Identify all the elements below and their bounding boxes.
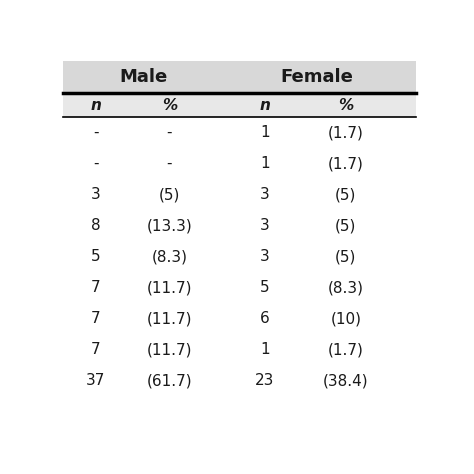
Text: 3: 3 xyxy=(260,218,270,233)
Text: (5): (5) xyxy=(335,187,356,202)
Text: -: - xyxy=(167,156,172,171)
Text: 1: 1 xyxy=(260,342,270,357)
Text: 1: 1 xyxy=(260,125,270,140)
Text: (1.7): (1.7) xyxy=(328,342,364,357)
Text: (13.3): (13.3) xyxy=(146,218,192,233)
Text: 5: 5 xyxy=(260,280,270,295)
Text: 3: 3 xyxy=(260,187,270,202)
Text: -: - xyxy=(93,156,99,171)
Text: 5: 5 xyxy=(91,249,101,264)
Text: 23: 23 xyxy=(255,374,274,388)
Text: Male: Male xyxy=(119,68,168,86)
Bar xyxy=(63,61,416,93)
Text: 37: 37 xyxy=(86,374,106,388)
Text: 3: 3 xyxy=(260,249,270,264)
Text: (8.3): (8.3) xyxy=(152,249,187,264)
Text: (5): (5) xyxy=(335,218,356,233)
Text: (61.7): (61.7) xyxy=(146,374,192,388)
Text: 6: 6 xyxy=(260,311,270,326)
Text: 3: 3 xyxy=(91,187,101,202)
Text: n: n xyxy=(91,98,101,113)
Text: (1.7): (1.7) xyxy=(328,125,364,140)
Text: -: - xyxy=(167,125,172,140)
Text: Female: Female xyxy=(280,68,353,86)
Text: n: n xyxy=(260,98,270,113)
Bar xyxy=(63,93,416,117)
Text: 7: 7 xyxy=(91,342,101,357)
Text: (11.7): (11.7) xyxy=(147,342,192,357)
Text: (8.3): (8.3) xyxy=(328,280,364,295)
Text: (5): (5) xyxy=(159,187,180,202)
Text: (11.7): (11.7) xyxy=(147,280,192,295)
Text: 8: 8 xyxy=(91,218,101,233)
Text: %: % xyxy=(162,98,177,113)
Text: 1: 1 xyxy=(260,156,270,171)
Text: (1.7): (1.7) xyxy=(328,156,364,171)
Text: %: % xyxy=(338,98,354,113)
Text: (10): (10) xyxy=(330,311,361,326)
Text: 7: 7 xyxy=(91,280,101,295)
Text: (38.4): (38.4) xyxy=(323,374,369,388)
Text: (5): (5) xyxy=(335,249,356,264)
Text: (11.7): (11.7) xyxy=(147,311,192,326)
Text: -: - xyxy=(93,125,99,140)
Text: 7: 7 xyxy=(91,311,101,326)
